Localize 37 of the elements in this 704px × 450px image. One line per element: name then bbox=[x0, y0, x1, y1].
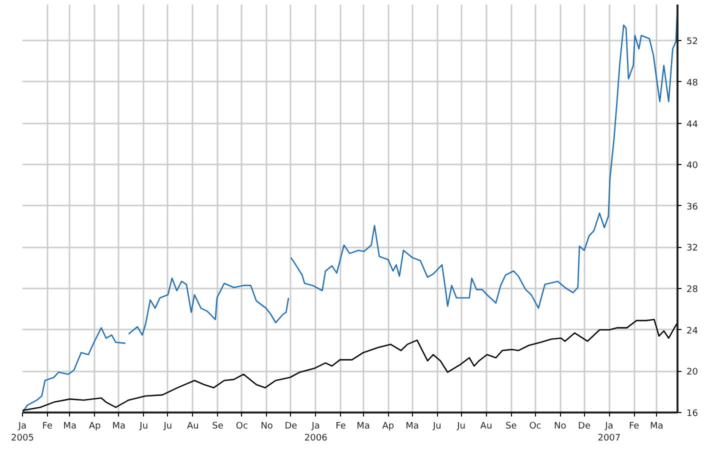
x-tick-label: Se bbox=[212, 422, 224, 432]
x-tick-label: Ma bbox=[650, 422, 664, 432]
x-tick-label: Ja 2005 bbox=[11, 422, 34, 444]
y-tick-label: 48 bbox=[686, 78, 698, 88]
y-tick-label: 28 bbox=[686, 285, 698, 296]
x-tick-label: Ap bbox=[382, 422, 394, 432]
x-tick-label: De bbox=[578, 422, 591, 432]
x-tick-label: Ju bbox=[432, 422, 442, 432]
x-tick-label: De bbox=[284, 422, 298, 432]
y-tick-label: 52 bbox=[686, 37, 698, 48]
x-tick-label: Ma bbox=[63, 422, 77, 432]
y-tick-label: 32 bbox=[686, 244, 698, 254]
x-tick-label: Fe bbox=[336, 422, 346, 432]
y-tick-label: 20 bbox=[686, 368, 698, 378]
y-tick-label: 36 bbox=[686, 202, 698, 212]
x-tick-label: Ju bbox=[456, 422, 466, 432]
x-tick-label: Ap bbox=[88, 422, 102, 432]
y-tick-label: 16 bbox=[686, 409, 698, 419]
x-tick-label: Fe bbox=[42, 422, 53, 432]
x-tick-label: Au bbox=[480, 422, 492, 432]
x-tick-label: No bbox=[260, 422, 274, 432]
x-tick-label: Oc bbox=[529, 422, 542, 432]
x-tick-label: Ma bbox=[356, 422, 370, 432]
x-tick-label: Se bbox=[506, 422, 518, 432]
x-tick-label: Oc bbox=[236, 422, 248, 432]
x-tick-label: Fe bbox=[628, 422, 640, 432]
x-tick-label: Ju bbox=[138, 422, 148, 432]
x-tick-label: Ja 2007 bbox=[598, 422, 621, 444]
x-tick-label: Au bbox=[186, 422, 199, 432]
y-tick-label: 24 bbox=[686, 326, 698, 336]
y-tick-label: 44 bbox=[686, 120, 698, 130]
x-tick-label: Ma bbox=[406, 422, 419, 432]
x-tick-label: Ja 2006 bbox=[304, 422, 328, 444]
y-tick-label: 40 bbox=[686, 161, 698, 172]
x-tick-label: No bbox=[554, 422, 567, 432]
x-tick-label: Ma bbox=[112, 422, 126, 432]
x-tick-label: Ju bbox=[162, 422, 172, 432]
